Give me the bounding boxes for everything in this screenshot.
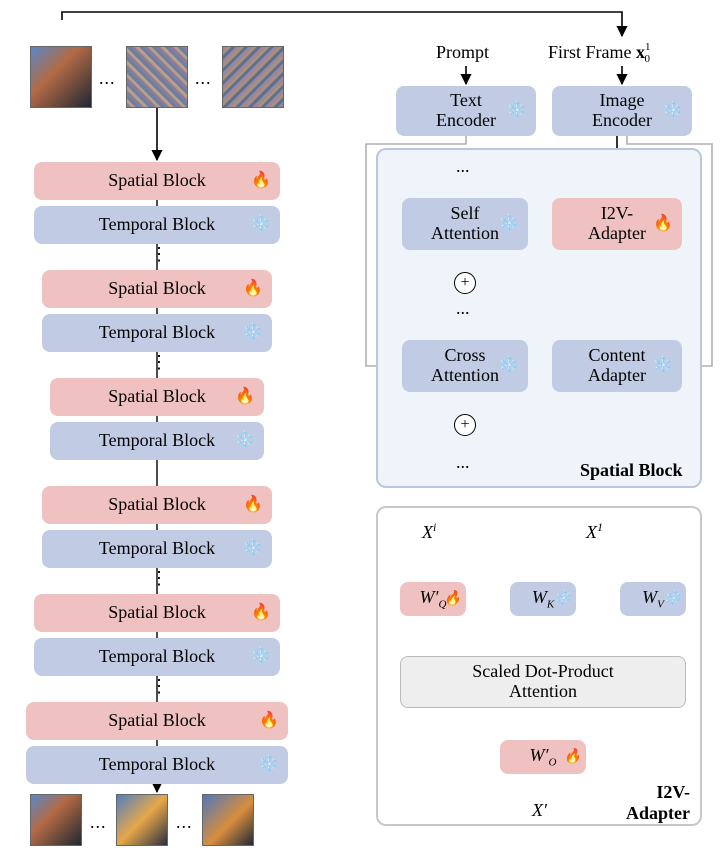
temporal-block: Temporal Block❄️ [34,206,280,244]
snow-icon: ❄️ [251,216,271,234]
fire-icon: 🔥 [564,749,581,764]
temporal-block: Temporal Block❄️ [50,422,264,460]
prompt-label: Prompt [436,42,489,63]
ellipsis: ... [90,812,107,833]
ellipsis: ... [456,452,470,473]
wv-block: WV❄️ [620,582,686,616]
fire-icon: 🔥 [251,172,271,190]
diagram-canvas: ... ... ... ... Spatial Block🔥Temporal B… [0,0,720,856]
temporal-block: Temporal Block❄️ [42,314,272,352]
snow-icon: ❄️ [235,432,255,450]
x-i-label: Xi [422,522,436,543]
thumb-top-1 [30,46,92,108]
fire-icon: 🔥 [444,591,461,606]
snow-icon: ❄️ [499,357,519,375]
ellipsis: ... [195,68,212,89]
wo-block: W′O🔥 [500,740,586,774]
thumb-bot-3 [202,794,254,846]
wk-block: WK❄️ [510,582,576,616]
vdots: ⋮ [150,352,168,373]
spatial-block: Spatial Block🔥 [34,162,280,200]
thumb-top-2 [126,46,188,108]
cross-attention: Cross Attention❄️ [402,340,528,392]
text-encoder: Text Encoder❄️ [396,86,536,136]
snow-icon: ❄️ [663,102,683,120]
vdots: ⋮ [150,676,168,697]
i2v-adapter-block: I2V- Adapter🔥 [552,198,682,250]
plus-node: + [454,272,476,294]
fire-icon: 🔥 [251,604,271,622]
thumb-top-3 [222,46,284,108]
vdots: ⋮ [150,568,168,589]
plus-node: + [454,414,476,436]
fire-icon: 🔥 [243,280,263,298]
ellipsis: ... [176,812,193,833]
i2v-adapter-panel-label: I2V- Adapter [626,782,690,824]
x-1-label: X1 [586,522,603,543]
content-adapter: Content Adapter❄️ [552,340,682,392]
snow-icon: ❄️ [664,591,681,606]
snow-icon: ❄️ [554,591,571,606]
snow-icon: ❄️ [259,756,279,774]
snow-icon: ❄️ [243,540,263,558]
self-attention: Self Attention❄️ [402,198,528,250]
fire-icon: 🔥 [653,215,673,233]
vdots: ⋮ [150,244,168,265]
thumb-bot-1 [30,794,82,846]
spatial-block: Spatial Block🔥 [42,486,272,524]
snow-icon: ❄️ [251,648,271,666]
fire-icon: 🔥 [243,496,263,514]
snow-icon: ❄️ [653,357,673,375]
snow-icon: ❄️ [243,324,263,342]
snow-icon: ❄️ [499,215,519,233]
wq-block: W′Q🔥 [400,582,466,616]
spatial-block: Spatial Block🔥 [26,702,288,740]
x-prime-label: X′ [532,800,547,821]
first-frame-label: First Frame x10 [548,42,656,63]
ellipsis: ... [456,156,470,177]
temporal-block: Temporal Block❄️ [34,638,280,676]
spatial-block: Spatial Block🔥 [50,378,264,416]
snow-icon: ❄️ [507,102,527,120]
sdpa-block: Scaled Dot-Product Attention [400,656,686,708]
fire-icon: 🔥 [259,712,279,730]
temporal-block: Temporal Block❄️ [42,530,272,568]
spatial-block: Spatial Block🔥 [42,270,272,308]
ellipsis: ... [456,298,470,319]
fire-icon: 🔥 [235,388,255,406]
image-encoder: Image Encoder❄️ [552,86,692,136]
thumb-bot-2 [116,794,168,846]
ellipsis: ... [99,68,116,89]
temporal-block: Temporal Block❄️ [26,746,288,784]
spatial-block: Spatial Block🔥 [34,594,280,632]
spatial-block-panel-label: Spatial Block [580,460,683,481]
